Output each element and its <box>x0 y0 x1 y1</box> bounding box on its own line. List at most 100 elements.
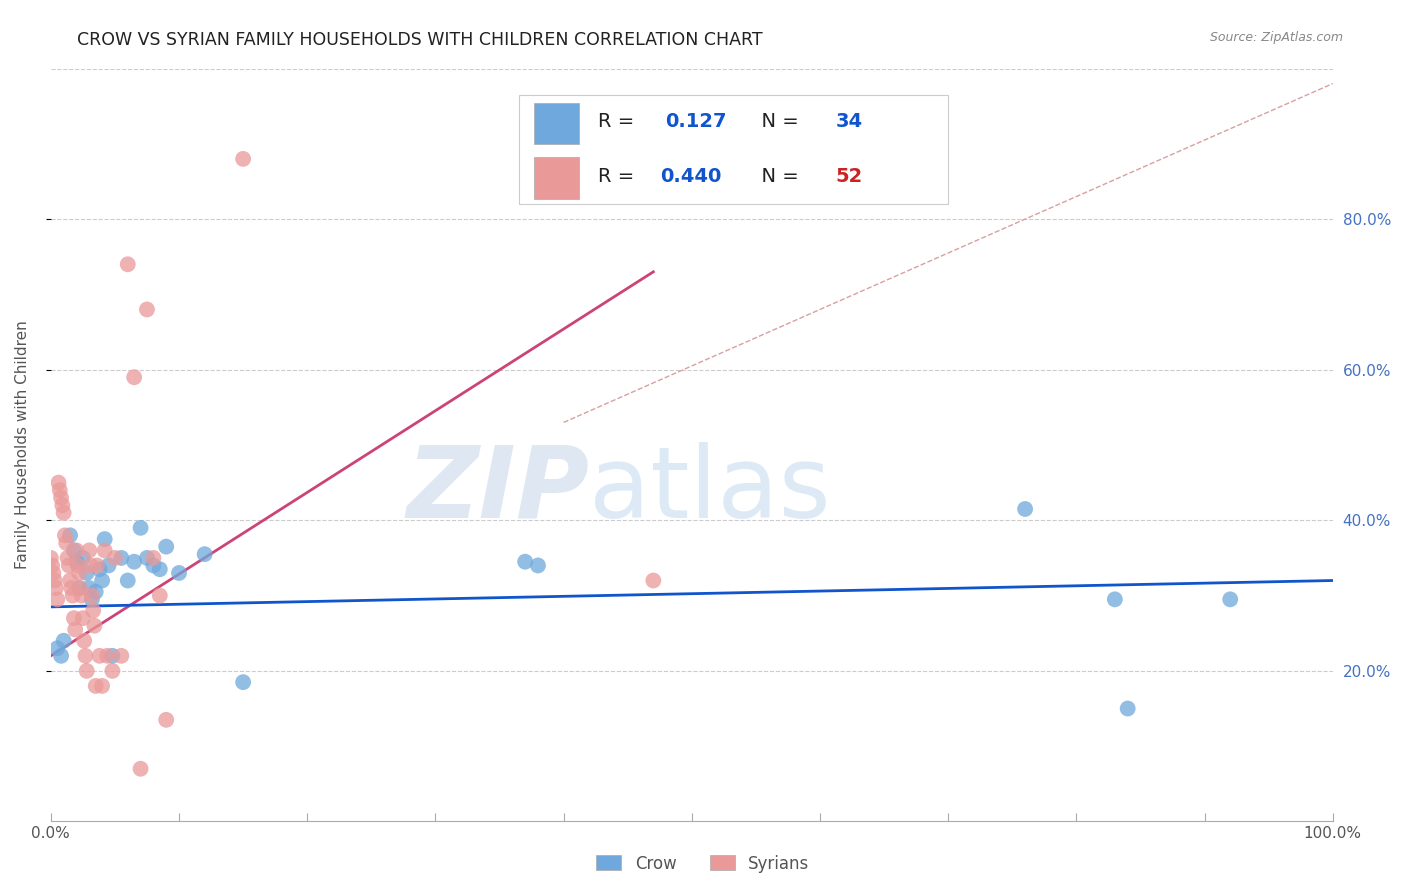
Point <box>136 302 159 317</box>
Point <box>46 592 69 607</box>
Point <box>83 618 105 632</box>
Text: N =: N = <box>749 167 806 186</box>
Point <box>79 543 101 558</box>
Point <box>155 713 177 727</box>
Point <box>67 581 90 595</box>
Point <box>80 592 103 607</box>
Legend: Crow, Syrians: Crow, Syrians <box>591 848 815 880</box>
Point <box>76 664 98 678</box>
Point <box>232 152 254 166</box>
Text: Source: ZipAtlas.com: Source: ZipAtlas.com <box>1209 31 1343 45</box>
Point <box>80 589 103 603</box>
Point <box>86 558 108 573</box>
Point <box>66 558 89 573</box>
Point <box>63 623 86 637</box>
Point <box>104 550 127 565</box>
Point <box>63 611 86 625</box>
Point <box>129 762 152 776</box>
Point <box>167 566 190 580</box>
Point <box>79 558 101 573</box>
Point <box>63 543 86 558</box>
Point <box>101 664 124 678</box>
Point <box>194 547 217 561</box>
Point <box>52 633 75 648</box>
Text: 34: 34 <box>835 112 862 131</box>
Point <box>1116 701 1139 715</box>
Point <box>65 543 87 558</box>
Point <box>49 648 72 663</box>
Point <box>52 506 75 520</box>
Point <box>149 562 172 576</box>
Point <box>1014 502 1036 516</box>
Point <box>72 550 94 565</box>
Text: 52: 52 <box>835 167 863 186</box>
Text: ZIP: ZIP <box>406 442 589 539</box>
Point <box>232 675 254 690</box>
Point <box>89 562 111 576</box>
Point <box>82 604 104 618</box>
Point <box>1104 592 1126 607</box>
Point <box>101 648 124 663</box>
Point <box>110 648 132 663</box>
Point <box>93 543 115 558</box>
Point <box>93 532 115 546</box>
FancyBboxPatch shape <box>519 95 948 204</box>
Point <box>41 558 63 573</box>
FancyBboxPatch shape <box>534 158 579 199</box>
Point <box>69 581 91 595</box>
Point <box>59 528 82 542</box>
Point <box>55 536 77 550</box>
Point <box>75 648 97 663</box>
Point <box>72 611 94 625</box>
Point <box>122 370 145 384</box>
Point <box>60 581 83 595</box>
Point <box>155 540 177 554</box>
Point <box>73 633 96 648</box>
Point <box>84 584 107 599</box>
Point <box>51 498 73 512</box>
Text: N =: N = <box>749 112 806 131</box>
Point <box>53 528 76 542</box>
Point <box>136 550 159 565</box>
Point <box>79 581 101 595</box>
Point <box>142 558 165 573</box>
Point <box>117 257 139 271</box>
Point <box>76 566 98 580</box>
Point <box>110 550 132 565</box>
Text: 0.440: 0.440 <box>659 167 721 186</box>
Point <box>643 574 665 588</box>
FancyBboxPatch shape <box>534 103 579 145</box>
Point <box>129 521 152 535</box>
Point <box>1219 592 1241 607</box>
Point <box>67 566 90 580</box>
Y-axis label: Family Households with Children: Family Households with Children <box>15 320 30 569</box>
Text: atlas: atlas <box>589 442 831 539</box>
Text: R =: R = <box>598 112 647 131</box>
Point <box>45 581 67 595</box>
Point <box>56 550 79 565</box>
Point <box>48 475 70 490</box>
Point <box>84 679 107 693</box>
Point <box>49 491 72 505</box>
Point <box>42 566 65 580</box>
Point <box>122 555 145 569</box>
Point <box>62 589 84 603</box>
Point <box>46 641 69 656</box>
Text: 0.127: 0.127 <box>665 112 727 131</box>
Point <box>39 550 62 565</box>
Point <box>527 558 550 573</box>
Point <box>44 574 66 588</box>
Point <box>70 589 93 603</box>
Point <box>58 558 80 573</box>
Point <box>91 679 114 693</box>
Point <box>97 558 120 573</box>
Point <box>96 648 118 663</box>
Point <box>91 574 114 588</box>
Point <box>89 648 111 663</box>
Point <box>142 550 165 565</box>
Text: R =: R = <box>598 167 641 186</box>
Point <box>49 483 72 498</box>
Point <box>117 574 139 588</box>
Point <box>65 555 87 569</box>
Point <box>59 574 82 588</box>
